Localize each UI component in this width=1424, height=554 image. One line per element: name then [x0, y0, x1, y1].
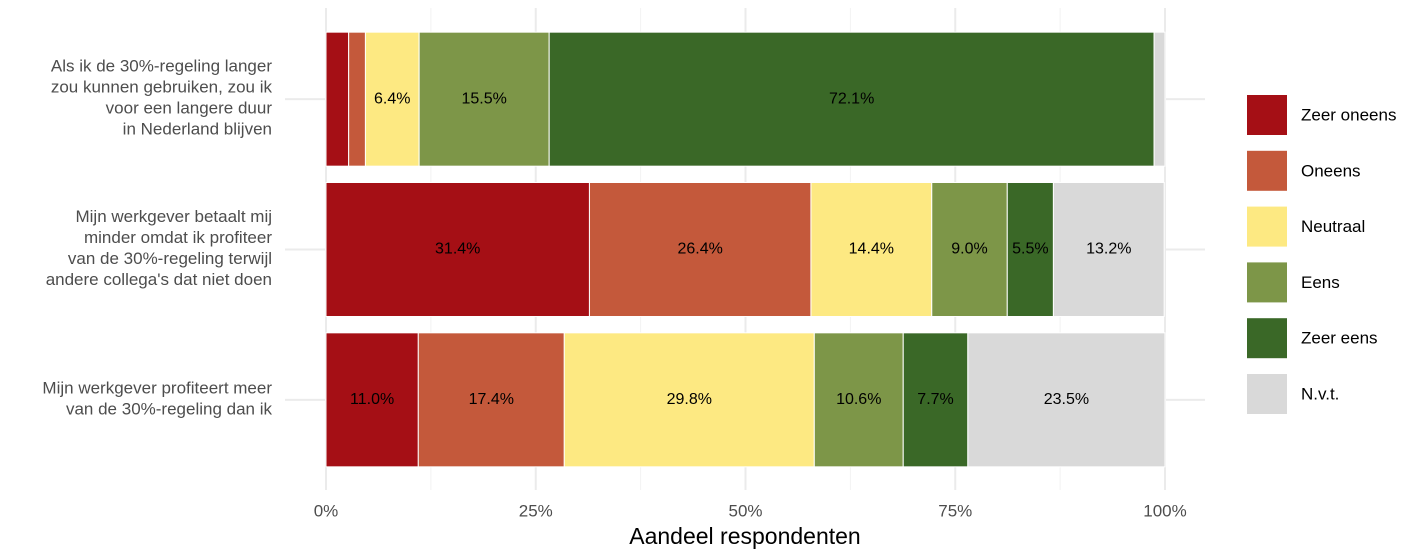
data-label: 13.2% [1086, 241, 1131, 258]
data-label: 7.7% [917, 391, 953, 408]
x-tick-label: 50% [728, 501, 762, 520]
data-label: 6.4% [374, 90, 410, 107]
legend-swatch [1247, 262, 1287, 303]
data-label: 11.0% [350, 391, 394, 408]
legend-swatch [1247, 95, 1287, 135]
bar-segment [325, 182, 590, 317]
data-label: 72.1% [829, 90, 874, 107]
data-label: 5.5% [1012, 241, 1048, 258]
data-label: 14.4% [849, 241, 894, 258]
legend-swatch [1247, 150, 1287, 191]
bar-segment [931, 182, 1008, 317]
y-tick-label: Mijn werkgever betaalt mij minder omdat i… [46, 207, 273, 289]
legend-label: Zeer eens [1301, 329, 1378, 348]
x-tick-label: 100% [1143, 501, 1186, 520]
y-tick-label: Mijn werkgever profiteert meer van de 30%… [42, 379, 272, 419]
bar-segment [813, 332, 904, 468]
data-label: 23.5% [1044, 391, 1089, 408]
data-label: 17.4% [469, 391, 514, 408]
legend-label: Zeer oneens [1301, 105, 1396, 124]
x-tick-label: 75% [938, 501, 972, 520]
data-label: 29.8% [667, 391, 712, 408]
legend-swatch [1247, 374, 1287, 414]
y-tick-line: voor een langere duur [106, 99, 273, 118]
y-tick-line: van de 30%-regeling terwijl [68, 249, 272, 268]
bar-segment [325, 31, 350, 167]
bar-segment [417, 332, 565, 468]
bar-segment [1153, 31, 1166, 167]
data-label: 31.4% [435, 241, 480, 258]
legend-label: N.v.t. [1301, 384, 1339, 403]
y-tick-line: zou kunnen gebruiken, zou ik [51, 78, 273, 97]
x-tick-label: 25% [519, 501, 553, 520]
y-tick-line: Mijn werkgever betaalt mij [75, 207, 272, 226]
legend-label: Oneens [1301, 161, 1361, 180]
data-label: 9.0% [951, 241, 987, 258]
legend-label: Neutraal [1301, 217, 1365, 236]
legend-swatch [1247, 206, 1287, 247]
data-label: 15.5% [461, 90, 506, 107]
legend-label: Eens [1301, 273, 1340, 292]
y-tick-line: Als ik de 30%-regeling langer [51, 57, 272, 76]
bar-segment [563, 332, 815, 468]
y-tick-line: minder omdat ik profiteer [84, 228, 272, 247]
bar-segment [348, 31, 366, 167]
data-label: 26.4% [678, 241, 723, 258]
data-label: 10.6% [836, 391, 881, 408]
y-tick-line: Mijn werkgever profiteert meer [42, 379, 272, 398]
bar-segment [902, 332, 969, 468]
x-axis-label: Aandeel respondenten [629, 523, 860, 549]
bar-segment [418, 31, 550, 167]
y-tick-line: van de 30%-regeling dan ik [66, 400, 273, 419]
x-tick-label: 0% [314, 501, 339, 520]
bar-segment [364, 31, 420, 167]
y-tick-label: Als ik de 30%-regeling langer zou kunnen … [51, 57, 273, 139]
bar-segment [810, 182, 933, 317]
bar-segment [967, 332, 1166, 468]
legend-swatch [1247, 318, 1287, 359]
bar-segment [1052, 182, 1165, 317]
bar-segment [588, 182, 812, 317]
bar-segment [325, 332, 419, 468]
bar-segment [548, 31, 1155, 167]
y-tick-line: in Nederland blijven [123, 120, 272, 139]
y-tick-line: andere collega's dat niet doen [46, 270, 272, 289]
